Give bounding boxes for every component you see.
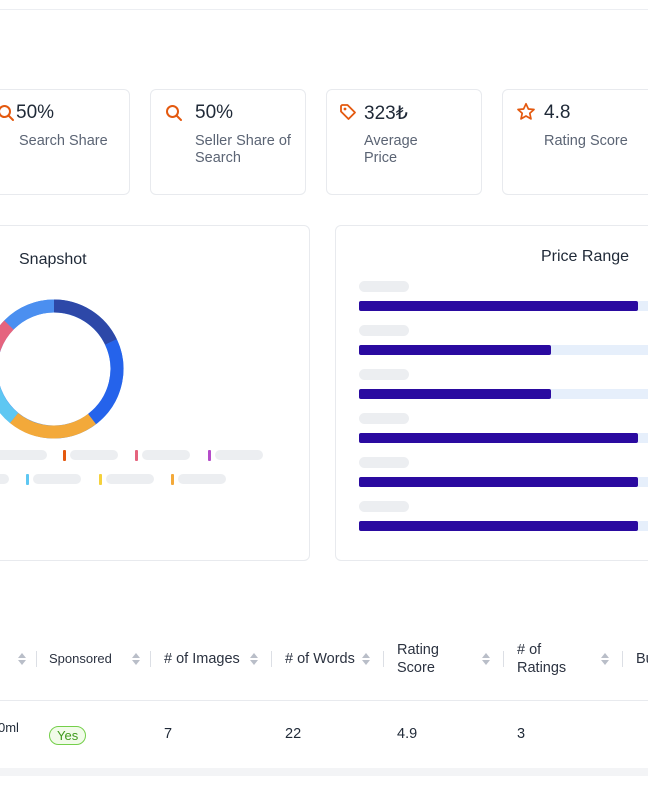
price-range-bar	[359, 345, 648, 355]
price-range-bar-fill	[359, 345, 551, 355]
snapshot-card: Snapshot	[0, 225, 310, 561]
table-row[interactable]: 0ml Yes 7 22 4.9 3	[0, 702, 648, 776]
price-range-bar	[359, 389, 648, 399]
cell-product-name: 0ml	[0, 720, 19, 735]
column-divider	[503, 651, 504, 667]
sort-icon[interactable]	[250, 653, 258, 665]
price-range-label	[359, 501, 409, 512]
products-table: Sponsored # of Images # of Words Rating …	[0, 617, 648, 777]
price-range-bar-fill	[359, 477, 638, 487]
price-range-label	[359, 413, 409, 424]
price-range-bar	[359, 301, 648, 311]
column-header-truncated[interactable]: Bu	[636, 651, 648, 667]
price-range-bar	[359, 433, 648, 443]
star-icon	[517, 102, 535, 120]
legend-item	[0, 474, 9, 484]
price-range-bar-fill	[359, 521, 638, 531]
snapshot-title: Snapshot	[19, 251, 87, 268]
legend-item	[178, 474, 226, 484]
column-header-words[interactable]: # of Words	[285, 651, 355, 667]
search-icon	[0, 105, 14, 121]
price-range-label	[359, 369, 409, 380]
snapshot-donut-chart	[0, 299, 124, 439]
column-divider	[36, 651, 37, 667]
column-header-images[interactable]: # of Images	[164, 651, 240, 667]
kpi-card-rating-score: 4.8 Rating Score	[502, 89, 648, 195]
donut-segment	[9, 412, 96, 439]
legend-swatch	[208, 450, 211, 461]
price-range-bar-fill	[359, 301, 638, 311]
legend-item	[215, 450, 263, 460]
kpi-label: Seller Share of Search	[195, 133, 291, 166]
column-divider	[271, 651, 272, 667]
legend-item	[142, 450, 190, 460]
price-range-title: Price Range	[541, 248, 630, 265]
kpi-card-average-price: 323₺ Average Price	[326, 89, 482, 195]
sort-icon[interactable]	[18, 653, 26, 665]
donut-segment	[4, 299, 55, 330]
table-header: Sponsored # of Images # of Words Rating …	[0, 617, 648, 701]
column-divider	[622, 651, 623, 667]
column-header-ratings[interactable]: # of Ratings	[517, 642, 567, 676]
sponsored-badge: Yes	[49, 726, 87, 745]
column-divider	[150, 651, 151, 667]
kpi-card-search-share: 50% Search Share	[0, 89, 130, 195]
donut-segment	[0, 320, 14, 353]
legend-swatch	[63, 450, 66, 461]
donut-segment	[87, 339, 124, 425]
price-range-card: Price Range	[335, 225, 648, 561]
kpi-label: Average Price	[364, 133, 418, 166]
column-header-rating-score[interactable]: Rating Score	[397, 642, 439, 676]
sort-icon[interactable]	[362, 653, 370, 665]
kpi-value: 50%	[195, 102, 234, 123]
price-range-label	[359, 325, 409, 336]
kpi-label: Search Share	[19, 133, 108, 149]
legend-swatch	[99, 474, 102, 485]
legend-item	[70, 450, 118, 460]
cell-ratings: 3	[517, 726, 526, 742]
price-range-bar	[359, 477, 648, 487]
kpi-value: 323₺	[364, 103, 408, 124]
column-divider	[383, 651, 384, 667]
price-range-bar-fill	[359, 389, 551, 399]
column-header-sponsored[interactable]: Sponsored	[49, 651, 112, 666]
legend-swatch	[135, 450, 138, 461]
kpi-label: Rating Score	[544, 133, 628, 149]
legend-swatch	[171, 474, 174, 485]
search-icon	[166, 105, 182, 121]
sort-icon[interactable]	[601, 653, 609, 665]
kpi-value: 50%	[16, 102, 55, 123]
tag-icon	[340, 104, 356, 120]
donut-segment	[0, 386, 19, 424]
cell-words: 22	[285, 726, 302, 742]
legend-item	[33, 474, 81, 484]
price-range-label	[359, 281, 409, 292]
legend-swatch	[26, 474, 29, 485]
price-range-bar	[359, 521, 648, 531]
top-divider	[0, 0, 648, 10]
legend-item	[106, 474, 154, 484]
sort-icon[interactable]	[482, 653, 490, 665]
price-range-label	[359, 457, 409, 468]
cell-images: 7	[164, 726, 173, 742]
legend-item	[0, 450, 47, 460]
sort-icon[interactable]	[132, 653, 140, 665]
kpi-card-seller-share: 50% Seller Share of Search	[150, 89, 306, 195]
kpi-value: 4.8	[544, 102, 571, 123]
cell-rating-score: 4.9	[397, 726, 418, 742]
price-range-bar-fill	[359, 433, 638, 443]
donut-segment	[53, 299, 117, 346]
